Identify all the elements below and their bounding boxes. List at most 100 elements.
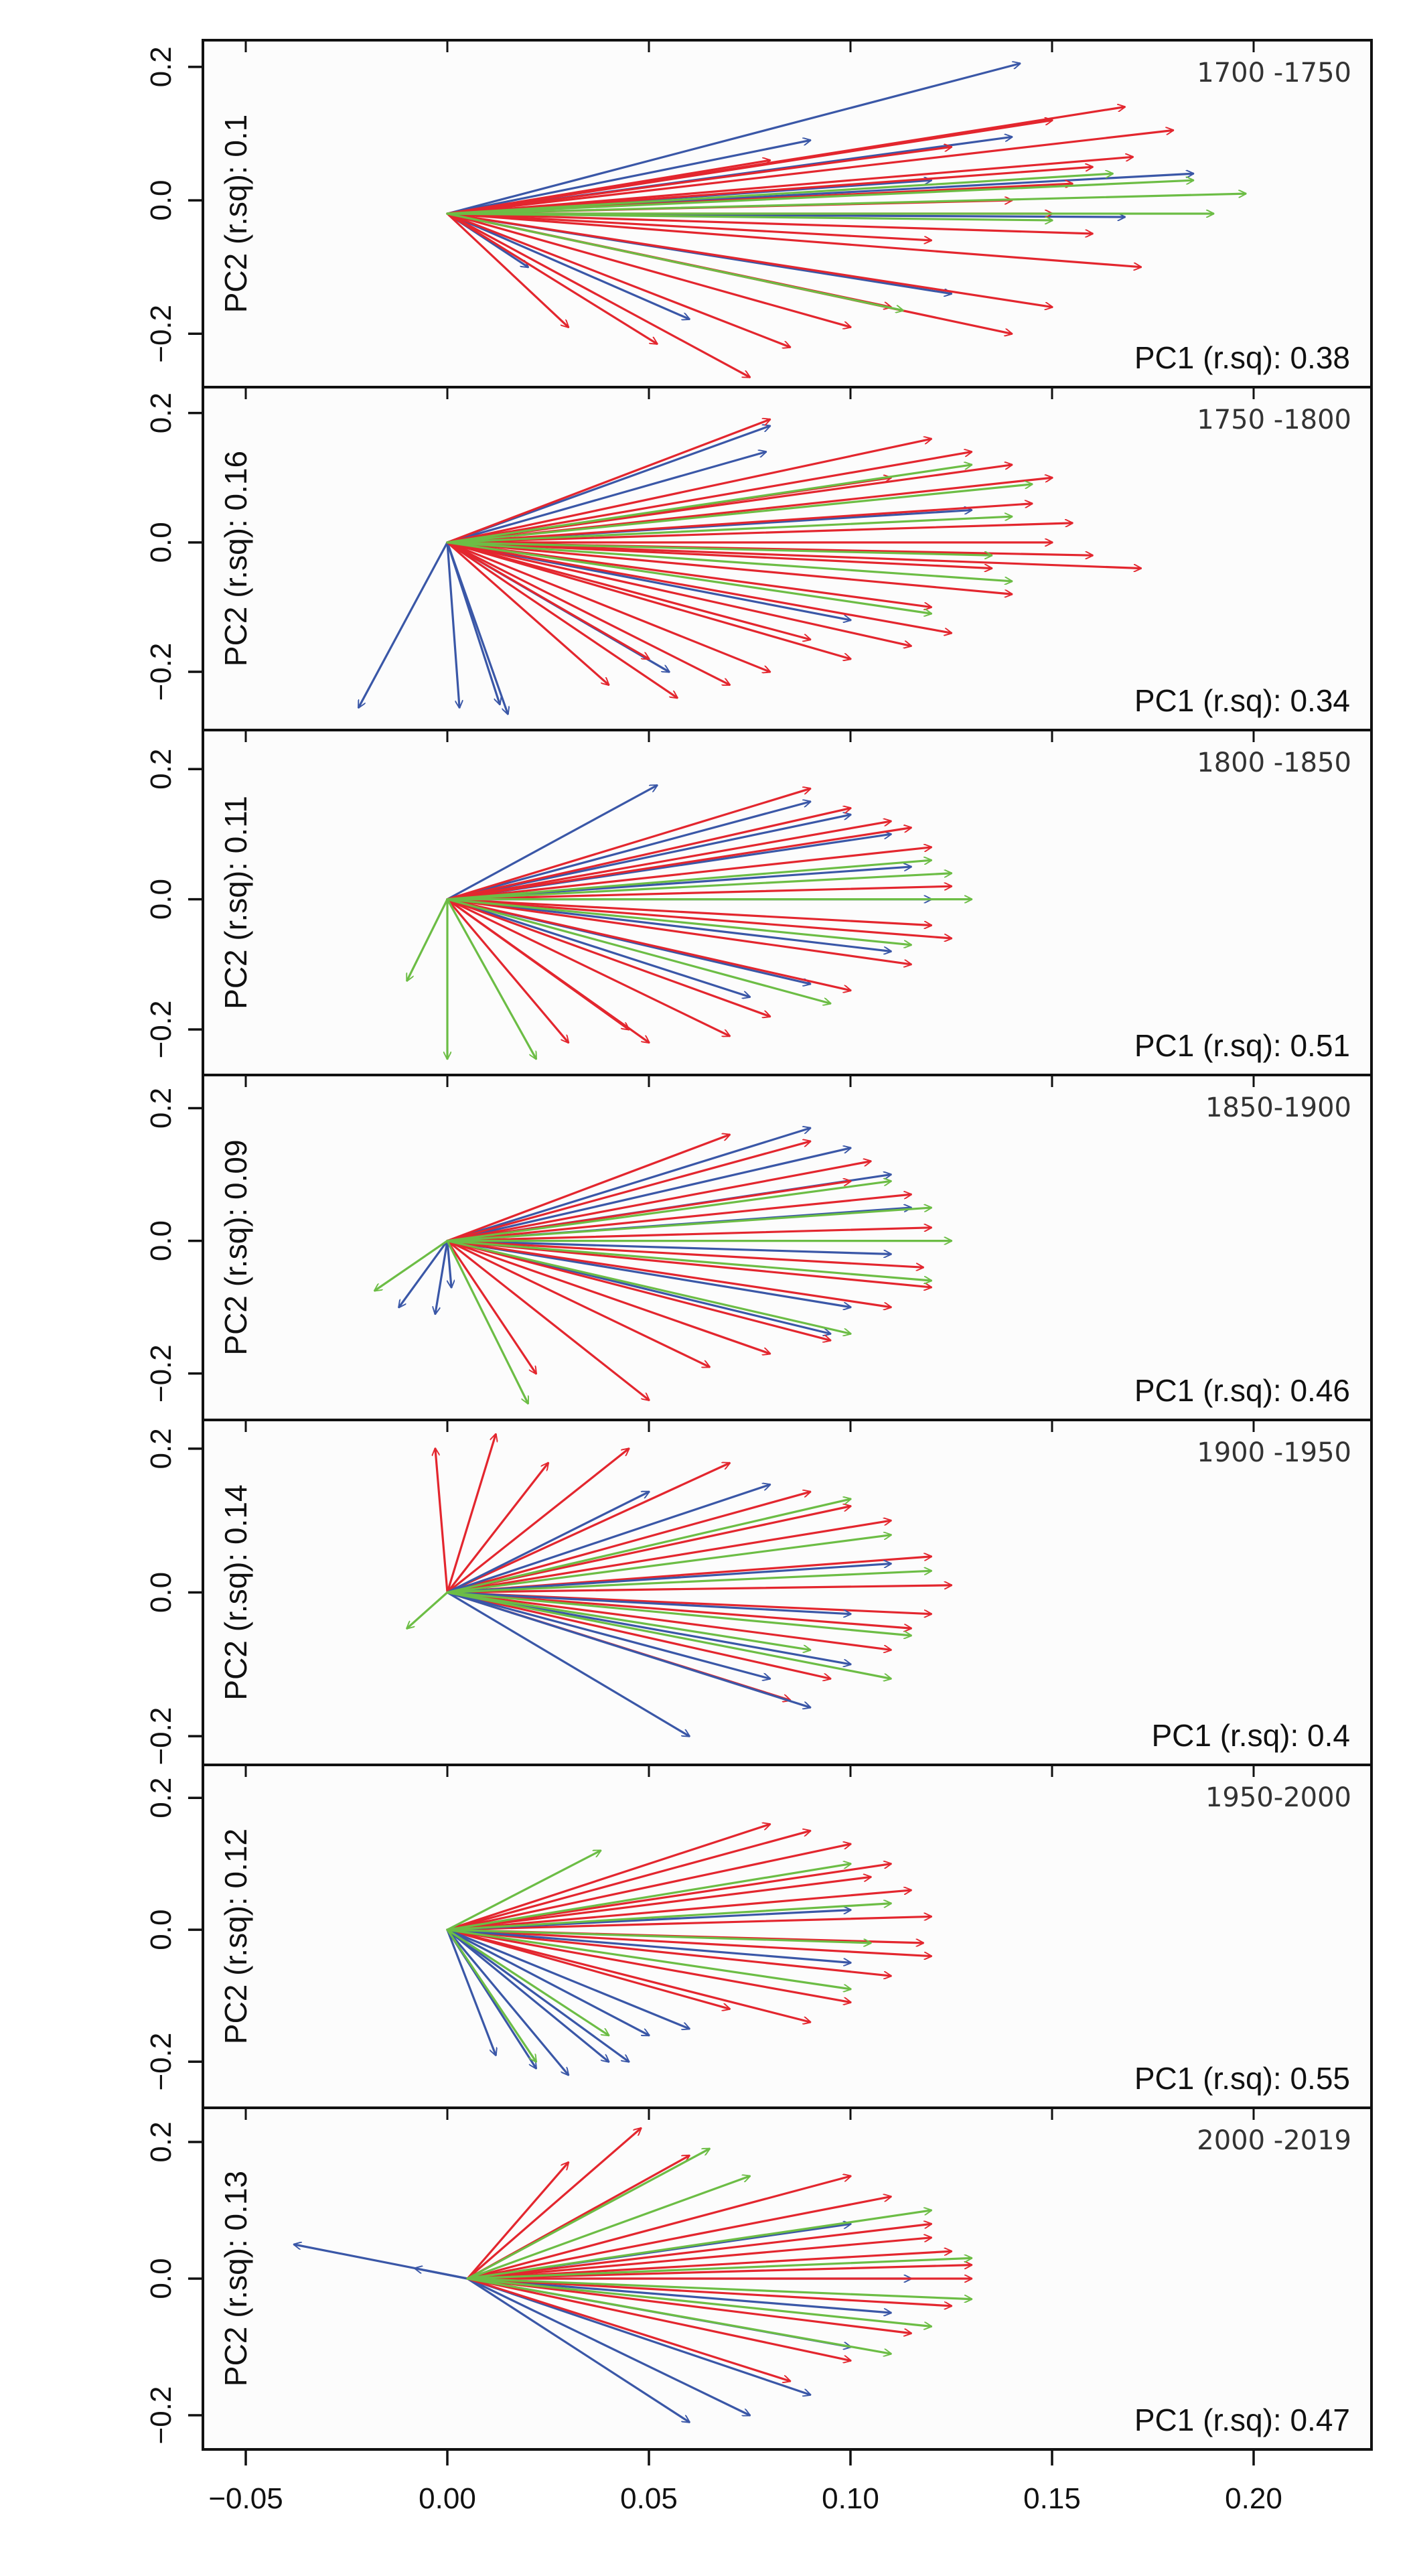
- arrow-blue-7: [446, 452, 766, 544]
- pc2-label: PC2 (r.sq): 0.11: [218, 796, 253, 1009]
- y-tick-label: 0.0: [145, 1220, 177, 1261]
- arrow-red-15: [446, 1228, 933, 1242]
- arrow-group: [294, 2129, 973, 2423]
- arrow-blue-1: [446, 784, 657, 901]
- arrow-red-4: [446, 1449, 629, 1594]
- arrow-green-25: [406, 898, 449, 981]
- arrow-green-30: [446, 1591, 810, 1650]
- panel-background: [203, 1765, 1371, 2108]
- arrow-green-33: [446, 180, 1195, 215]
- panel-background: [203, 730, 1371, 1075]
- arrow-blue-20: [446, 1928, 649, 2037]
- arrow-red-14: [466, 2197, 891, 2280]
- arrow-red-11: [446, 523, 1073, 544]
- arrow-red-15: [446, 1591, 911, 1629]
- arrow-red-14: [446, 898, 933, 926]
- y-tick-label: 0.0: [145, 879, 177, 920]
- arrow-red-13: [446, 1928, 933, 1956]
- x-tick-label: 0.10: [822, 2482, 879, 2515]
- arrow-red-1: [435, 1449, 449, 1594]
- arrow-green-24: [446, 1928, 536, 2062]
- arrow-blue-3: [446, 1239, 451, 1287]
- arrow-red-10: [446, 1928, 810, 2022]
- y-tick-label: −0.2: [145, 1001, 177, 1059]
- arrow-blue-4: [446, 1128, 810, 1242]
- arrow-blue-2: [446, 802, 810, 901]
- arrow-green-34: [446, 173, 1114, 215]
- period-label: 2000 -2019: [1197, 2125, 1351, 2156]
- pc1-label: PC1 (r.sq): 0.46: [1134, 1373, 1350, 1408]
- pc1-label: PC1 (r.sq): 0.38: [1134, 340, 1350, 375]
- arrow-red-17: [446, 541, 770, 672]
- arrow-blue-16: [446, 1928, 569, 2075]
- arrow-red-6: [446, 1916, 933, 1931]
- arrow-red-13: [446, 886, 953, 901]
- y-tick-label: 0.0: [145, 522, 177, 563]
- y-tick-label: 0.2: [145, 2121, 177, 2162]
- arrow-blue-9: [446, 898, 750, 997]
- pc2-label: PC2 (r.sq): 0.09: [218, 1139, 253, 1355]
- x-tick-label: 0.05: [620, 2482, 678, 2515]
- arrow-red-12: [446, 121, 1052, 215]
- arrow-blue-7: [446, 212, 689, 319]
- arrow-blue-6: [466, 2277, 891, 2313]
- arrow-green-28: [466, 2277, 973, 2299]
- arrow-red-2: [446, 1831, 810, 1931]
- arrow-green-27: [446, 1571, 933, 1594]
- y-tick-label: 0.2: [145, 1428, 177, 1469]
- arrow-red-17: [446, 898, 770, 1017]
- pc1-label: PC1 (r.sq): 0.47: [1134, 2403, 1350, 2437]
- period-label: 1700 -1750: [1197, 58, 1351, 88]
- arrow-red-22: [446, 808, 850, 901]
- arrow-red-23: [446, 452, 972, 544]
- arrow-blue-19: [446, 1928, 689, 2029]
- arrow-red-10: [446, 541, 1142, 569]
- y-tick-label: 0.0: [145, 1572, 177, 1613]
- arrow-red-22: [446, 439, 931, 544]
- arrow-blue-7: [466, 2277, 689, 2422]
- arrow-red-21: [446, 898, 569, 1043]
- arrow-red-11: [446, 1135, 729, 1242]
- arrow-group: [375, 1128, 953, 1404]
- arrow-red-10: [446, 788, 810, 901]
- arrow-group: [406, 784, 973, 1059]
- arrow-red-12: [446, 1877, 871, 1931]
- arrow-red-21: [446, 419, 770, 544]
- arrow-red-18: [466, 2277, 953, 2306]
- arrow-green-29: [466, 2277, 931, 2326]
- arrow-red-16: [446, 212, 1094, 234]
- y-tick-label: −0.2: [145, 2386, 177, 2445]
- y-tick-label: −0.2: [145, 1344, 177, 1403]
- arrow-blue-5: [446, 1148, 850, 1242]
- arrow-green-24: [407, 1591, 449, 1629]
- arrow-red-19: [466, 2277, 911, 2334]
- y-tick-label: −0.2: [145, 1707, 177, 1766]
- arrow-red-12: [446, 847, 931, 901]
- arrow-red-10: [446, 1591, 891, 1650]
- x-tick-label: 0.15: [1023, 2482, 1081, 2515]
- arrow-red-19: [446, 212, 850, 327]
- arrow-red-14: [446, 541, 952, 633]
- arrow-green-30: [446, 898, 911, 945]
- pc1-label: PC1 (r.sq): 0.55: [1134, 2061, 1350, 2096]
- x-tick-label: −0.05: [208, 2482, 283, 2515]
- y-tick-label: 0.0: [145, 2258, 177, 2299]
- period-label: 1800 -1850: [1197, 747, 1351, 778]
- arrow-red-22: [466, 2238, 931, 2280]
- arrow-red-13: [446, 1463, 729, 1594]
- panel-3: −0.2 0.0 0.2 PC2 (r.sq): 0.11 PC1 (r.sq): 0.…: [145, 729, 1373, 1076]
- arrow-green-35: [446, 212, 903, 310]
- arrow-blue-20: [446, 1485, 770, 1594]
- arrow-red-20: [446, 212, 790, 347]
- period-label: 1850-1900: [1205, 1092, 1351, 1123]
- arrow-red-8: [446, 1928, 891, 1976]
- panel-7: −0.2 0.0 0.2 PC2 (r.sq): 0.13 PC1 (r.sq): 0.…: [145, 2106, 1373, 2451]
- arrow-red-31: [446, 541, 810, 640]
- arrow-green-27: [446, 1208, 931, 1242]
- arrow-red-18: [446, 541, 729, 686]
- arrow-red-27: [446, 147, 952, 215]
- x-tick-label: 0.20: [1225, 2482, 1282, 2515]
- arrow-green-26: [446, 1239, 530, 1404]
- arrow-red-30: [446, 160, 770, 215]
- arrow-blue-4: [466, 2277, 810, 2394]
